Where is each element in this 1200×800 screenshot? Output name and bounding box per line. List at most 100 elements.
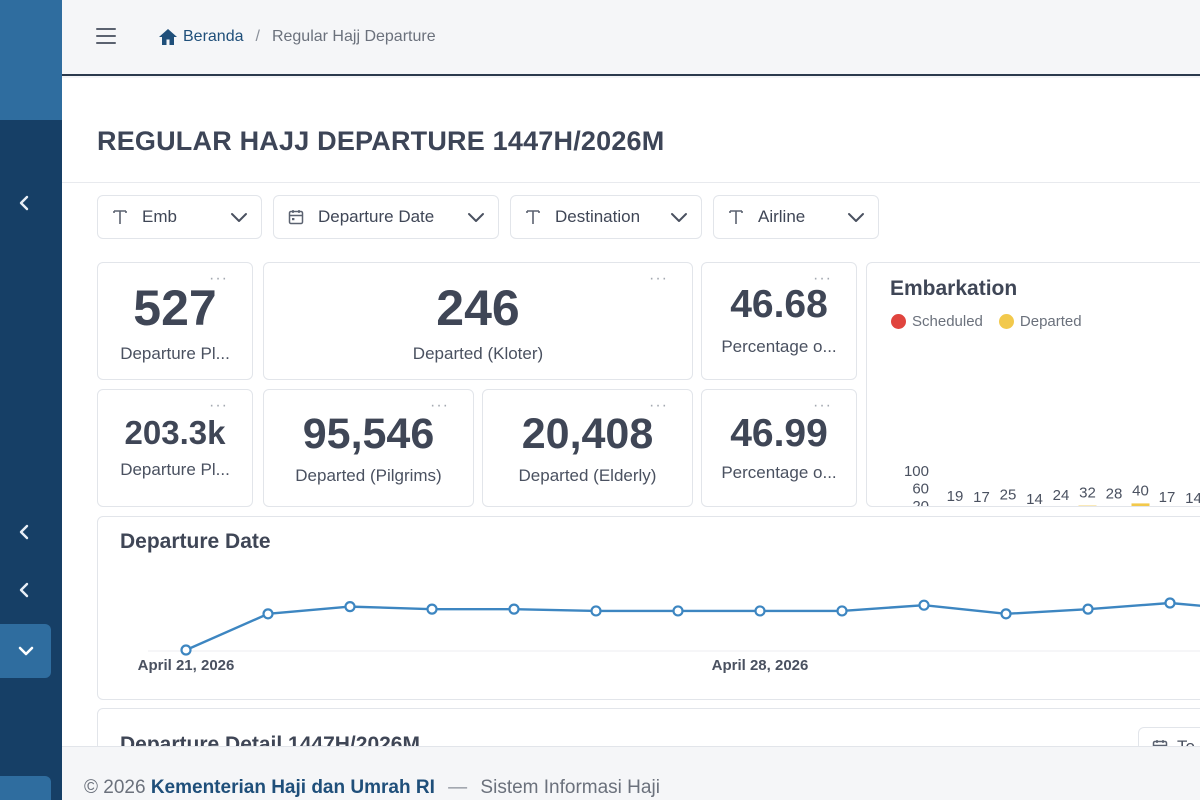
data-point[interactable]: [918, 599, 930, 611]
menu-icon[interactable]: [96, 28, 116, 44]
filter-departure-date[interactable]: Departure Date: [273, 195, 499, 239]
sidebar-brand-area: [0, 0, 62, 120]
bar-data-label: 19: [947, 488, 964, 505]
bar-data-label: 32: [1079, 485, 1096, 502]
chevron-down-icon: [466, 209, 486, 227]
main-content: REGULAR HAJJ DEPARTURE 1447H/2026M Emb D…: [62, 78, 1200, 746]
card-menu-icon[interactable]: ···: [430, 397, 449, 414]
bar-data-label: 28: [1106, 486, 1123, 503]
bar-departed[interactable]: [1078, 505, 1097, 507]
data-point[interactable]: [672, 605, 684, 617]
filter-destination-label: Destination: [555, 207, 641, 226]
chevron-down-icon: [669, 209, 689, 227]
departure-date-chart-card: Departure Date April 21, 2026 April 28, 2…: [97, 516, 1200, 700]
filter-airline-label: Airline: [758, 207, 806, 226]
kpi-departure-plan-kloter[interactable]: ··· 527 Departure Pl...: [97, 262, 253, 380]
bar-data-label: 14: [1185, 490, 1200, 507]
sidebar-group-toggle-active[interactable]: [0, 624, 51, 678]
text-type-icon: [110, 207, 130, 227]
bar-data-label: 25: [1000, 487, 1017, 504]
card-menu-icon[interactable]: ···: [209, 397, 228, 414]
filter-destination[interactable]: Destination: [510, 195, 702, 239]
data-point[interactable]: [836, 605, 848, 617]
top-bar: Beranda / Regular Hajj Departure: [62, 0, 1200, 76]
kpi-departure-plan-pilgrims[interactable]: ··· 203.3k Departure Pl...: [97, 389, 253, 507]
kpi-label: Departure Pl...: [120, 344, 230, 363]
legend-label: Scheduled: [912, 313, 983, 330]
text-type-icon: [726, 207, 746, 227]
sidebar-group-toggle-1[interactable]: [0, 512, 48, 552]
bar-data-label: 17: [973, 489, 990, 506]
chevron-down-icon: [846, 209, 866, 227]
x-tick-label: April 21, 2026: [138, 657, 235, 674]
data-point[interactable]: [754, 605, 766, 617]
breadcrumb-home-link[interactable]: Beranda: [158, 27, 244, 47]
kpi-percentage-pilgrims[interactable]: ··· 46.99 Percentage o...: [701, 389, 857, 507]
card-menu-icon[interactable]: ···: [813, 270, 832, 287]
card-menu-icon[interactable]: ···: [813, 397, 832, 414]
filter-emb[interactable]: Emb: [97, 195, 262, 239]
breadcrumb-current: Regular Hajj Departure: [271, 28, 436, 45]
footer: © 2026 Kementerian Haji dan Umrah RI — S…: [62, 746, 1200, 800]
kpi-value: 95,546: [302, 410, 435, 458]
data-point[interactable]: [426, 603, 438, 615]
footer-copyright: © 2026: [84, 777, 146, 798]
kpi-value: 527: [133, 280, 217, 336]
card-menu-icon[interactable]: ···: [649, 270, 668, 287]
bar-departed[interactable]: [1131, 503, 1150, 507]
sidebar-collapse-toggle[interactable]: [0, 183, 48, 223]
chevron-left-icon: [19, 582, 29, 598]
title-divider: [62, 182, 1200, 183]
kpi-value: 203.3k: [124, 414, 226, 451]
breadcrumb-home-label: Beranda: [183, 28, 244, 45]
kpi-departed-kloter[interactable]: ··· 246 Departed (Kloter): [263, 262, 693, 380]
bar-data-label: 17: [1159, 489, 1176, 506]
kpi-value: 46.99: [730, 412, 828, 455]
chevron-left-icon: [19, 524, 29, 540]
bar-data-label: 40: [1132, 482, 1149, 499]
sidebar-group-toggle-2[interactable]: [0, 570, 48, 610]
data-point[interactable]: [590, 605, 602, 617]
legend-dot-icon: [998, 314, 1014, 329]
home-icon: [159, 29, 177, 45]
sidebar-bottom-item[interactable]: [0, 776, 51, 800]
breadcrumb: Beranda / Regular Hajj Departure: [158, 27, 436, 47]
departure-date-chart-title: Departure Date: [120, 530, 271, 553]
kpi-label: Departed (Elderly): [518, 466, 657, 485]
filter-emb-label: Emb: [142, 207, 177, 226]
embarkation-bar-chart: 100602019BDJ17BPN25BTH14BTJ24JKB32JKG28J…: [904, 463, 1200, 507]
departure-detail-title: Departure Detail 1447H/2026M: [120, 733, 420, 746]
legend-dot-icon: [891, 314, 906, 329]
embarkation-legend: Scheduled Departed: [891, 313, 1098, 330]
data-point[interactable]: [508, 603, 520, 615]
detail-date-filter[interactable]: To: [1138, 727, 1200, 746]
kpi-percentage-kloter[interactable]: ··· 46.68 Percentage o...: [701, 262, 857, 380]
chevron-left-icon: [19, 195, 29, 211]
embarkation-chart-title: Embarkation: [890, 277, 1018, 300]
filter-airline[interactable]: Airline: [713, 195, 879, 239]
data-point[interactable]: [1164, 597, 1176, 609]
page-title: REGULAR HAJJ DEPARTURE 1447H/2026M: [97, 126, 665, 156]
breadcrumb-separator: /: [255, 28, 260, 45]
footer-text: © 2026 Kementerian Haji dan Umrah RI — S…: [84, 777, 660, 799]
footer-system-name: Sistem Informasi Haji: [480, 777, 660, 798]
legend-item-departed[interactable]: Departed: [998, 313, 1082, 330]
kpi-label: Departure Pl...: [120, 460, 230, 479]
data-point[interactable]: [1082, 603, 1094, 615]
calendar-icon: [1152, 740, 1168, 746]
kpi-label: Percentage o...: [721, 463, 837, 482]
y-tick-label: 60: [912, 481, 929, 498]
data-point[interactable]: [1000, 608, 1012, 620]
footer-org-link[interactable]: Kementerian Haji dan Umrah RI: [150, 777, 435, 798]
data-point[interactable]: [344, 601, 356, 613]
kpi-departed-pilgrims[interactable]: ··· 95,546 Departed (Pilgrims): [263, 389, 474, 507]
kpi-label: Departed (Pilgrims): [295, 466, 442, 485]
data-point[interactable]: [180, 644, 192, 656]
calendar-icon: [286, 207, 306, 227]
card-menu-icon[interactable]: ···: [649, 397, 668, 414]
x-tick-label: April 28, 2026: [712, 657, 809, 674]
kpi-departed-elderly[interactable]: ··· 20,408 Departed (Elderly): [482, 389, 693, 507]
card-menu-icon[interactable]: ···: [209, 270, 228, 287]
legend-item-scheduled[interactable]: Scheduled: [891, 313, 983, 330]
data-point[interactable]: [262, 608, 274, 620]
